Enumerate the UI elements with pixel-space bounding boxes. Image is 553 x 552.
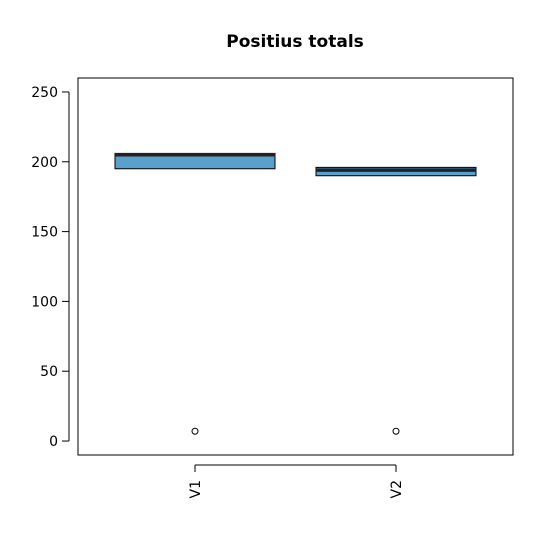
x-axis: V1 V2 xyxy=(188,464,405,498)
plot-frame xyxy=(77,77,514,456)
chart-title: Positius totals xyxy=(226,32,364,52)
box-V1 xyxy=(114,152,276,435)
y-tick-label: 250 xyxy=(31,85,58,101)
y-tick-label: 150 xyxy=(31,225,58,241)
y-tick-label: 200 xyxy=(31,155,58,171)
y-axis: 0 50 100 150 200 250 xyxy=(31,85,70,450)
x-tick-label: V2 xyxy=(389,480,405,498)
box-V2 xyxy=(315,166,477,435)
y-tick-label: 50 xyxy=(40,364,58,380)
y-tick-label: 100 xyxy=(31,294,58,310)
outlier-point xyxy=(392,427,400,435)
x-tick-label: V1 xyxy=(188,480,204,498)
outlier-point xyxy=(191,427,199,435)
boxes-group xyxy=(114,152,477,435)
y-tick-label: 0 xyxy=(49,434,58,450)
